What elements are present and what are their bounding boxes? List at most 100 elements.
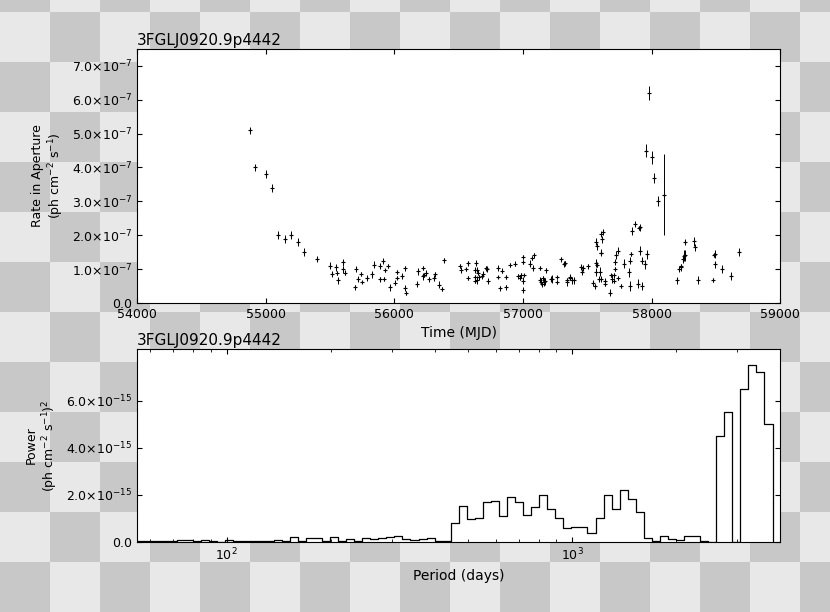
Bar: [800, 12, 830, 62]
Bar: [400, 312, 450, 362]
Bar: [650, 12, 700, 62]
Bar: [700, 512, 750, 562]
Bar: [450, 112, 500, 162]
Bar: [650, 0, 700, 12]
Bar: [300, 412, 350, 462]
Bar: [350, 362, 400, 412]
Bar: [350, 212, 400, 262]
Bar: [400, 512, 450, 562]
Bar: [700, 312, 750, 362]
Bar: [800, 262, 830, 312]
Bar: [700, 262, 750, 312]
Bar: [0, 212, 50, 262]
Bar: [350, 162, 400, 212]
Bar: [600, 562, 650, 612]
Bar: [700, 12, 750, 62]
Bar: [300, 562, 350, 612]
X-axis label: Time (MJD): Time (MJD): [421, 326, 496, 340]
Bar: [800, 112, 830, 162]
Bar: [150, 12, 200, 62]
Bar: [750, 562, 800, 612]
Bar: [650, 312, 700, 362]
Bar: [750, 12, 800, 62]
Bar: [550, 512, 600, 562]
Bar: [200, 62, 250, 112]
Bar: [400, 112, 450, 162]
Bar: [350, 112, 400, 162]
Bar: [600, 12, 650, 62]
Bar: [50, 12, 100, 62]
Bar: [350, 62, 400, 112]
Bar: [750, 312, 800, 362]
Bar: [200, 162, 250, 212]
Bar: [500, 312, 550, 362]
Bar: [300, 512, 350, 562]
Bar: [650, 112, 700, 162]
Bar: [750, 162, 800, 212]
Bar: [350, 462, 400, 512]
Bar: [450, 412, 500, 462]
Bar: [200, 312, 250, 362]
Bar: [350, 262, 400, 312]
Bar: [0, 0, 50, 12]
Bar: [250, 562, 300, 612]
Bar: [750, 112, 800, 162]
Bar: [500, 112, 550, 162]
Bar: [450, 512, 500, 562]
Bar: [750, 462, 800, 512]
Bar: [700, 112, 750, 162]
Bar: [250, 12, 300, 62]
Bar: [550, 412, 600, 462]
Bar: [350, 562, 400, 612]
Bar: [250, 0, 300, 12]
Y-axis label: Rate in Aperture
(ph cm$^{-2}$ s$^{-1}$): Rate in Aperture (ph cm$^{-2}$ s$^{-1}$): [31, 124, 66, 228]
Bar: [800, 362, 830, 412]
Bar: [200, 412, 250, 462]
Bar: [650, 62, 700, 112]
Bar: [500, 62, 550, 112]
Bar: [400, 412, 450, 462]
Bar: [150, 112, 200, 162]
Bar: [500, 362, 550, 412]
Bar: [750, 212, 800, 262]
Bar: [450, 62, 500, 112]
Bar: [350, 312, 400, 362]
Bar: [250, 512, 300, 562]
Bar: [0, 512, 50, 562]
Bar: [450, 12, 500, 62]
Bar: [250, 112, 300, 162]
Bar: [650, 212, 700, 262]
Bar: [700, 412, 750, 462]
Bar: [250, 312, 300, 362]
Y-axis label: Power
(ph cm$^{-2}$ s$^{-1}$)$^2$: Power (ph cm$^{-2}$ s$^{-1}$)$^2$: [25, 399, 61, 491]
Bar: [650, 362, 700, 412]
Bar: [150, 462, 200, 512]
Bar: [600, 112, 650, 162]
Bar: [50, 112, 100, 162]
Bar: [400, 0, 450, 12]
Bar: [800, 312, 830, 362]
Bar: [750, 62, 800, 112]
Bar: [400, 62, 450, 112]
Bar: [600, 462, 650, 512]
Bar: [600, 0, 650, 12]
Bar: [350, 12, 400, 62]
Bar: [100, 112, 150, 162]
Bar: [250, 412, 300, 462]
Bar: [100, 462, 150, 512]
Bar: [150, 512, 200, 562]
Bar: [100, 562, 150, 612]
Bar: [0, 562, 50, 612]
Bar: [650, 462, 700, 512]
Bar: [500, 512, 550, 562]
Bar: [150, 162, 200, 212]
Bar: [150, 362, 200, 412]
Bar: [250, 162, 300, 212]
Bar: [800, 412, 830, 462]
Bar: [0, 162, 50, 212]
Bar: [800, 162, 830, 212]
Bar: [50, 312, 100, 362]
Bar: [600, 212, 650, 262]
Bar: [500, 162, 550, 212]
Bar: [100, 212, 150, 262]
